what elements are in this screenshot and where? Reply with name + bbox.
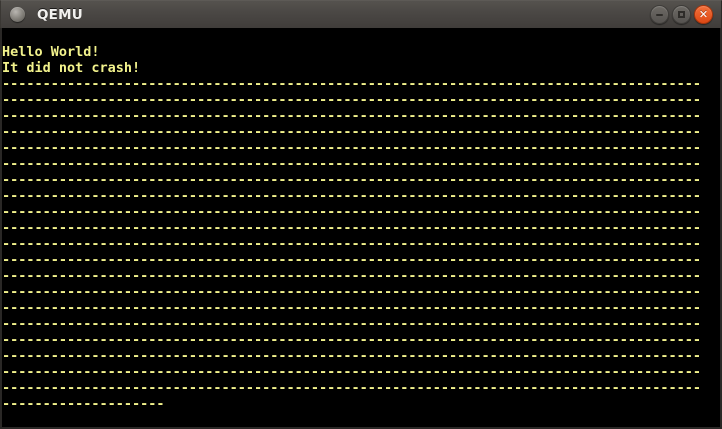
console-line: ----------------------------------------…: [2, 332, 701, 348]
maximize-icon: [673, 6, 690, 23]
minimize-icon: [651, 6, 668, 23]
console-line: Hello World!: [2, 44, 100, 60]
console-line: ----------------------------------------…: [2, 188, 701, 204]
console-line: ----------------------------------------…: [2, 204, 701, 220]
console-line: ----------------------------------------…: [2, 300, 701, 316]
console-line: ----------------------------------------…: [2, 236, 701, 252]
window-title: QEMU: [37, 6, 83, 23]
window-controls: ✕: [650, 5, 713, 24]
console-line: ----------------------------------------…: [2, 76, 701, 92]
console-line: ----------------------------------------…: [2, 284, 701, 300]
console-line: ----------------------------------------…: [2, 220, 701, 236]
console-line: ----------------------------------------…: [2, 92, 701, 108]
console-line: ----------------------------------------…: [2, 252, 701, 268]
qemu-app-icon: [10, 7, 25, 22]
console-line: ----------------------------------------…: [2, 348, 701, 364]
vga-console-output: Hello World! It did not crash! -----------…: [2, 28, 720, 425]
console-line: --------------------: [2, 396, 165, 412]
close-button[interactable]: ✕: [694, 5, 713, 24]
console-line: It did not crash!: [2, 60, 141, 76]
console-line: ----------------------------------------…: [2, 172, 701, 188]
close-icon: ✕: [698, 8, 709, 21]
console-line: ----------------------------------------…: [2, 364, 701, 380]
console-line: ----------------------------------------…: [2, 268, 701, 284]
console-line: ----------------------------------------…: [2, 380, 701, 396]
window-titlebar[interactable]: QEMU ✕: [0, 0, 722, 28]
console-line: [2, 28, 720, 44]
console-line: ----------------------------------------…: [2, 108, 701, 124]
console-line: ----------------------------------------…: [2, 124, 701, 140]
qemu-display-area[interactable]: Hello World! It did not crash! -----------…: [0, 28, 722, 429]
console-line: ----------------------------------------…: [2, 140, 701, 156]
maximize-button[interactable]: [672, 5, 691, 24]
console-line: ----------------------------------------…: [2, 156, 701, 172]
minimize-button[interactable]: [650, 5, 669, 24]
console-line: ----------------------------------------…: [2, 316, 701, 332]
